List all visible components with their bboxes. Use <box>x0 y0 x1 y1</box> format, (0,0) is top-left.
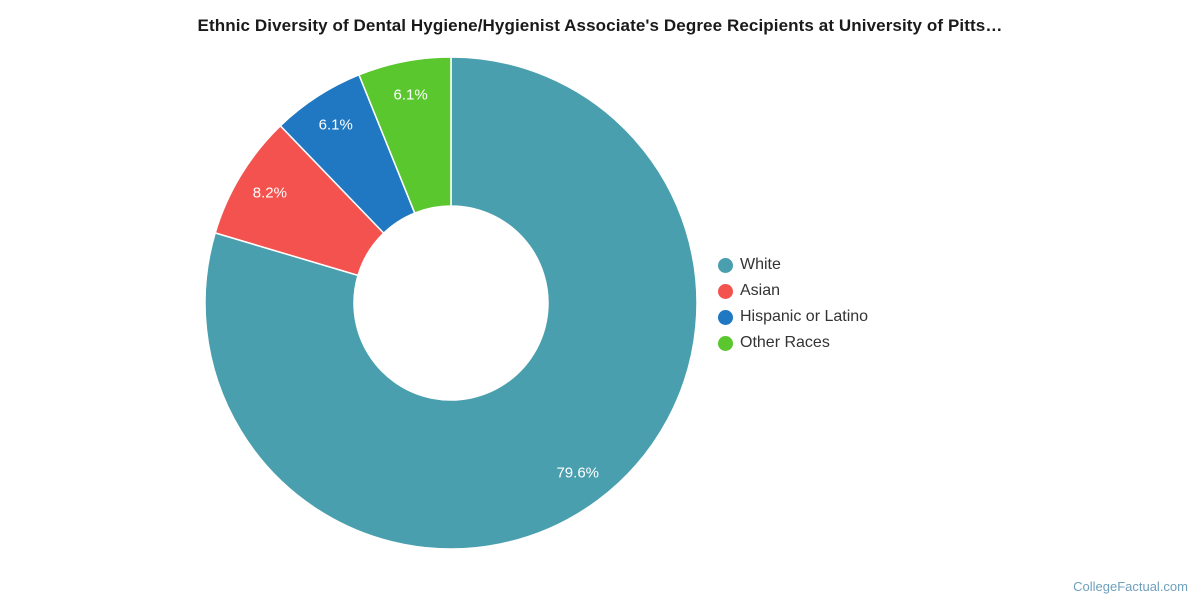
legend-item-asian[interactable]: Asian <box>718 278 868 304</box>
legend-label: Hispanic or Latino <box>740 308 869 325</box>
legend-swatch-other-races <box>718 335 733 351</box>
watermark-link[interactable]: CollegeFactual.com <box>1073 579 1188 594</box>
legend-swatch-hispanic-or-latino <box>718 309 733 325</box>
slice-label-white: 79.6% <box>556 464 599 481</box>
slice-label-hispanic-or-latino: 6.1% <box>319 117 353 134</box>
chart-title: Ethnic Diversity of Dental Hygiene/Hygie… <box>197 16 1003 35</box>
legend-item-hispanic-or-latino[interactable]: Hispanic or Latino <box>718 304 868 330</box>
legend-item-white[interactable]: White <box>718 252 868 278</box>
slice-label-asian: 8.2% <box>253 184 287 201</box>
legend-swatch-white <box>718 257 733 273</box>
legend-swatch-asian <box>718 283 733 299</box>
pie-slice-other-races[interactable] <box>358 56 452 215</box>
slice-label-other-races: 6.1% <box>394 86 428 103</box>
pie-slice-white[interactable] <box>204 56 698 550</box>
legend-item-other-races[interactable]: Other Races <box>718 330 868 356</box>
chart-legend: White Asian Hispanic or Latino Other Races <box>718 252 868 356</box>
legend-label: White <box>740 256 781 273</box>
legend-label: Asian <box>740 282 781 299</box>
legend-label: Other Races <box>740 334 830 351</box>
